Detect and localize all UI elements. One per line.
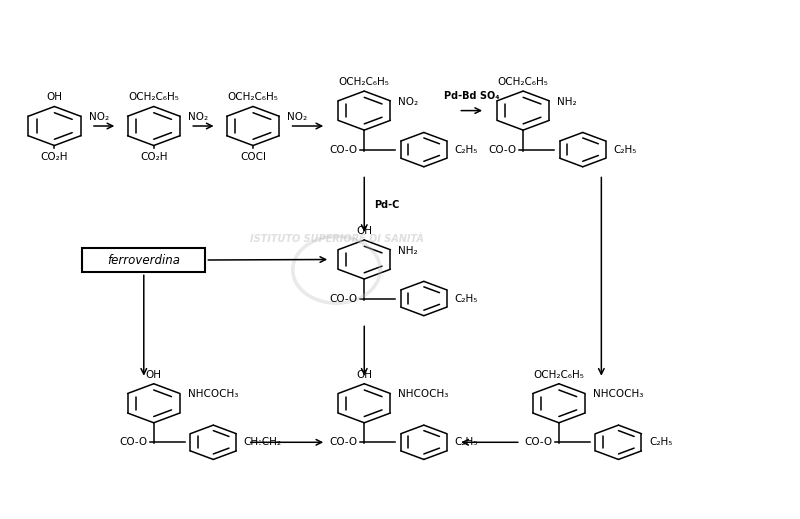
Text: CH:CH₂: CH:CH₂ [244, 438, 282, 447]
Text: NH₂: NH₂ [398, 245, 418, 256]
Bar [82, 248, 206, 272]
Text: NO₂: NO₂ [398, 97, 418, 107]
Text: CO-O: CO-O [330, 294, 358, 304]
Text: OCH₂C₆H₅: OCH₂C₆H₅ [534, 370, 584, 379]
Text: OH: OH [356, 226, 372, 236]
Text: ISTITUTO SUPERIORE DI SANITÀ: ISTITUTO SUPERIORE DI SANITÀ [250, 234, 423, 244]
Text: NO₂: NO₂ [89, 112, 109, 122]
Text: COCl: COCl [240, 152, 266, 162]
Text: OH: OH [146, 370, 162, 379]
Text: CO₂H: CO₂H [140, 152, 167, 162]
Text: NH₂: NH₂ [558, 97, 577, 107]
Text: CO-O: CO-O [489, 145, 517, 155]
Text: CO-O: CO-O [330, 145, 358, 155]
Text: OCH₂C₆H₅: OCH₂C₆H₅ [498, 77, 549, 87]
Text: C₂H₅: C₂H₅ [454, 294, 478, 304]
Text: OH: OH [356, 370, 372, 379]
Text: CO-O: CO-O [330, 438, 358, 447]
Text: CO₂H: CO₂H [41, 152, 68, 162]
Text: CO-O: CO-O [119, 438, 147, 447]
Text: Pd-Bd SO₄: Pd-Bd SO₄ [444, 91, 499, 101]
Text: C₂H₅: C₂H₅ [614, 145, 637, 155]
Text: NHCOCH₃: NHCOCH₃ [398, 389, 449, 400]
Text: NHCOCH₃: NHCOCH₃ [188, 389, 238, 400]
Text: OCH₂C₆H₅: OCH₂C₆H₅ [339, 77, 390, 87]
Text: CO-O: CO-O [525, 438, 553, 447]
Text: C₂H₅: C₂H₅ [454, 438, 478, 447]
Text: NHCOCH₃: NHCOCH₃ [593, 389, 643, 400]
Text: NO₂: NO₂ [188, 112, 208, 122]
Text: OCH₂C₆H₅: OCH₂C₆H₅ [227, 92, 278, 102]
Text: C₂H₅: C₂H₅ [649, 438, 672, 447]
Text: Pd-C: Pd-C [374, 200, 399, 210]
Text: OCH₂C₆H₅: OCH₂C₆H₅ [128, 92, 179, 102]
Text: ferroverdina: ferroverdina [107, 253, 180, 267]
Text: C₂H₅: C₂H₅ [454, 145, 478, 155]
Text: NO₂: NO₂ [287, 112, 307, 122]
Text: OH: OH [46, 92, 62, 102]
